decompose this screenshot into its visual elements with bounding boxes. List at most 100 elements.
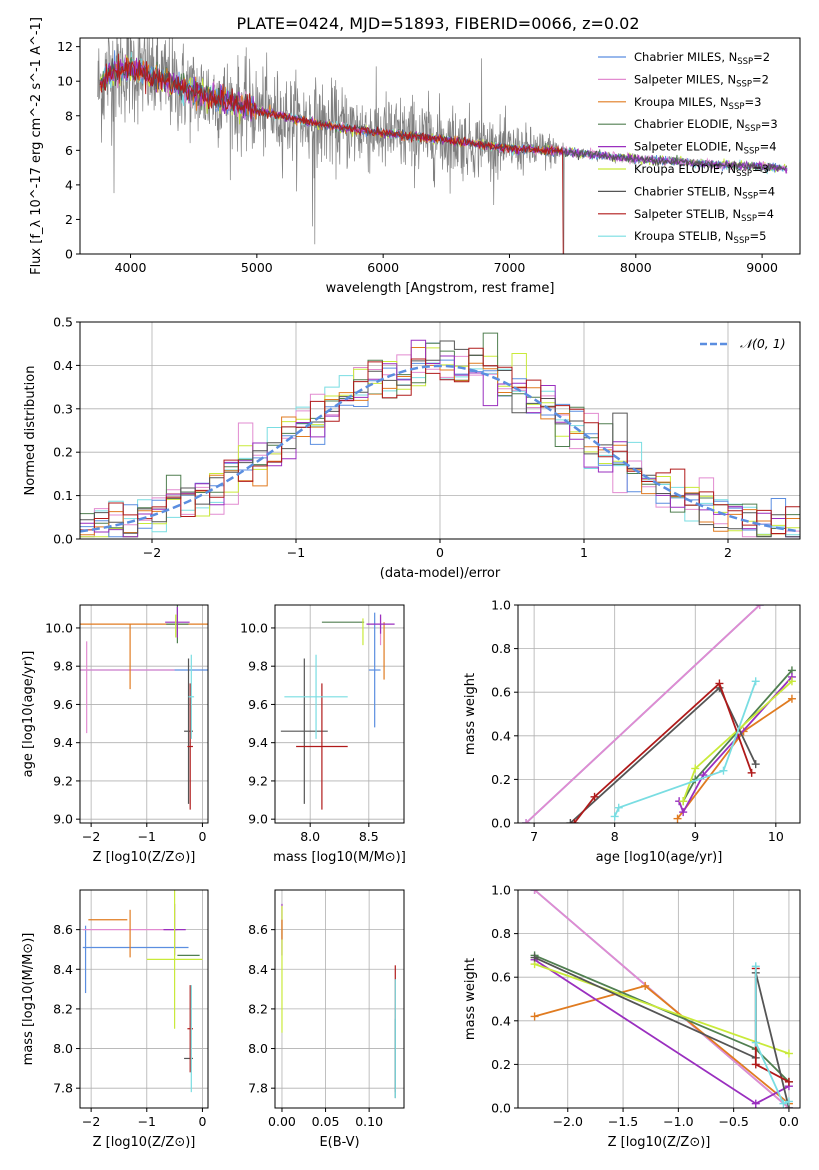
massweight_vs_Z-ytick-label: 0.6 <box>491 970 511 985</box>
mass_vs_ebv-frame <box>274 889 405 1109</box>
massweight_vs_age-xlabel: age [log10(age/yr)] <box>596 850 723 865</box>
massweight_vs_age-xtick-label: 8 <box>611 829 619 844</box>
massweight_vs_Z-xtick-label: −1.0 <box>663 1114 693 1129</box>
residuals-xlabel: (data-model)/error <box>380 566 501 581</box>
mass_vs_Z-plot-area <box>82 890 203 1093</box>
errorbar-point <box>165 606 190 638</box>
legend-label-text: Chabrier MILES, N <box>634 50 737 64</box>
massweight_vs_Z-ytick-label: 0.4 <box>491 1013 511 1028</box>
legend-label-sub: SSP <box>736 169 752 179</box>
residuals-axes: −2 −1 0 1 2 0.0 0.1 0.2 0.3 0.4 0.5 (data-model)/er… <box>23 315 801 581</box>
age_vs_Z-plot-area <box>80 605 208 810</box>
massweight_vs_age-axes: 7 8 9 10 0.0 0.2 0.4 0.6 0.8 1.0 age [log10(age/yr… <box>463 598 801 865</box>
errorbar-point <box>187 985 193 1073</box>
legend-label: Chabrier MILES, NSSP=2 <box>634 50 770 67</box>
massweight_vs_Z-ytick-label: 0.2 <box>491 1057 511 1072</box>
mass_vs_Z-ytick-label: 7.8 <box>53 1081 73 1096</box>
legend-label-sub: SSP <box>736 79 752 89</box>
spectrum-model-line <box>99 51 788 175</box>
mass_vs_ebv-plot-area <box>281 903 396 1099</box>
mass-weight-marker <box>755 605 764 609</box>
spectrum-ytick-label: 0 <box>65 247 73 262</box>
age_vs_Z-axes: −2 −1 0 9.0 9.2 9.4 9.6 9.8 10.0 Z [log10(Z/Z⊙)] a… <box>21 604 209 865</box>
errorbar-point <box>284 654 348 739</box>
mass-weight-marker <box>679 797 688 806</box>
age_vs_Z-ylabel: age [log10(age/yr)] <box>21 651 36 778</box>
mass-weight-marker <box>590 792 599 801</box>
errorbar-point <box>146 890 203 1029</box>
legend-label-text: Kroupa STELIB, N <box>634 229 734 243</box>
mass_vs_Z-axes: −2 −1 0 7.8 8.0 8.2 8.4 8.6 Z [log10(Z/Z⊙)] mass … <box>21 889 209 1150</box>
mass_vs_ebv-xtick-label: 0.00 <box>268 1114 296 1129</box>
legend-label-tail: =3 <box>761 117 778 131</box>
legend-label-sub: SSP <box>742 191 758 201</box>
mass_vs_ebv-ytick-label: 8.4 <box>248 962 268 977</box>
spectrum-ytick-label: 10 <box>57 74 73 89</box>
residuals-ytick-label: 0.3 <box>53 401 73 416</box>
mass-weight-marker <box>679 808 688 817</box>
massweight_vs_Z-axes: −2.0 −1.5 −1.0 −0.5 0.0 0.0 0.2 0.4 0.6 0.8 1.0 Z [… <box>463 883 801 1150</box>
errorbar-point <box>368 612 381 728</box>
spectrum-ylabel: Flux [f_λ 10^-17 erg cm^-2 s^-1 A^-1] <box>29 17 44 275</box>
age_vs_Z-ytick-label: 9.6 <box>53 697 73 712</box>
spectrum-ytick-label: 2 <box>65 212 73 227</box>
age_vs_Z-xtick-label: −1 <box>138 829 156 844</box>
legend-label-sub: SSP <box>744 147 760 157</box>
massweight_vs_age-ytick-label: 0.0 <box>491 816 511 831</box>
age_vs_mass-ytick-label: 9.4 <box>248 735 268 750</box>
spectrum-ytick-label: 8 <box>65 108 73 123</box>
residuals-ytick-label: 0.4 <box>53 358 73 373</box>
mass_vs_Z-ytick-label: 8.6 <box>53 922 73 937</box>
residuals-ytick-label: 0.0 <box>53 532 73 547</box>
residuals-xtick-label: 0 <box>436 545 444 560</box>
mass-weight-marker <box>747 768 756 777</box>
residuals-ytick-label: 0.5 <box>53 315 73 330</box>
mass-weight-line <box>534 956 790 1108</box>
legend-label-text: Chabrier STELIB, N <box>634 184 742 198</box>
mass-weight-marker <box>784 1049 793 1058</box>
legend-label-tail: =2 <box>753 50 770 64</box>
mass_vs_ebv-ytick-label: 8.2 <box>248 1001 268 1016</box>
age_vs_Z-ytick-label: 9.8 <box>53 659 73 674</box>
mass_vs_Z-ytick-label: 8.0 <box>53 1041 73 1056</box>
spectrum-model-line <box>99 53 564 254</box>
residuals-ytick-label: 0.2 <box>53 445 73 460</box>
mass-weight-marker <box>691 764 700 773</box>
spectrum-ytick-label: 4 <box>65 177 73 192</box>
age_vs_Z-ytick-label: 9.2 <box>53 773 73 788</box>
massweight_vs_Z-ytick-label: 1.0 <box>491 883 511 898</box>
massweight_vs_Z-ytick-label: 0.0 <box>491 1101 511 1116</box>
massweight_vs_Z-plot-area <box>530 890 793 1108</box>
spectrum-xtick-label: 4000 <box>115 260 147 275</box>
massweight_vs_age-xtick-label: 10 <box>768 829 784 844</box>
mass_vs_ebv-ytick-label: 7.8 <box>248 1081 268 1096</box>
spectrum-xtick-label: 6000 <box>367 260 399 275</box>
age_vs_mass-plot-area <box>280 612 395 810</box>
spectrum-plot-area <box>97 38 788 254</box>
massweight_vs_age-xtick-label: 7 <box>530 829 538 844</box>
mass-weight-marker <box>751 677 760 686</box>
spectrum-xtick-label: 7000 <box>494 260 526 275</box>
legend-label-tail: =3 <box>752 162 769 176</box>
mass-weight-marker <box>566 819 575 823</box>
mass_vs_Z-xtick-label: −1 <box>138 1114 156 1129</box>
spectrum-ytick-label: 6 <box>65 143 73 158</box>
legend-label-tail: =4 <box>760 140 777 154</box>
mass-weight-marker <box>530 1012 539 1021</box>
mass-weight-marker <box>784 1097 793 1106</box>
massweight_vs_Z-xtick-label: −0.5 <box>718 1114 748 1129</box>
age_vs_mass-ytick-label: 9.0 <box>248 812 268 827</box>
mass-weight-marker <box>522 819 531 823</box>
massweight_vs_age-xtick-label: 9 <box>691 829 699 844</box>
mass-weight-marker <box>719 766 728 775</box>
errorbar-point <box>296 683 348 810</box>
residuals-xtick-label: 2 <box>724 545 732 560</box>
massweight_vs_age-plot-area <box>522 605 796 823</box>
age_vs_Z-ytick-label: 9.4 <box>53 735 73 750</box>
mass-weight-marker <box>530 890 539 894</box>
massweight_vs_Z-xlabel: Z [log10(Z/Z⊙)] <box>608 1135 711 1150</box>
legend-label: 𝒩(0, 1) <box>740 336 786 351</box>
massweight_vs_age-ytick-label: 1.0 <box>491 598 511 613</box>
mass-weight-marker <box>673 814 682 823</box>
age_vs_Z-xtick-label: 0 <box>198 829 206 844</box>
